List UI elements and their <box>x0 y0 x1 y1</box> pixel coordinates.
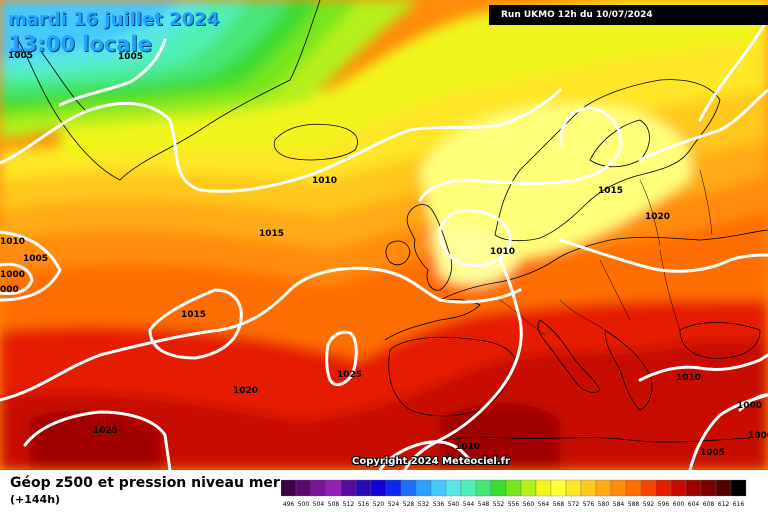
isobar-label: 1020 <box>233 386 258 396</box>
scale-tick-label: 524 <box>388 501 400 508</box>
isobar-label: 1005 <box>118 52 143 62</box>
scale-swatch <box>520 479 537 497</box>
coastlines <box>17 0 768 451</box>
scale-swatch <box>535 479 552 497</box>
scale-tick-label: 564 <box>538 501 550 508</box>
isobar-label: 1015 <box>181 310 206 320</box>
geopotential-map: 1005 1005 1010 1015 1010 1015 1020 1005 … <box>0 0 768 470</box>
scale-tick-label: 612 <box>718 501 730 508</box>
scale-swatch <box>565 479 582 497</box>
scale-tick-label: 592 <box>643 501 655 508</box>
scale-swatch <box>730 479 747 497</box>
scale-tick-label: 540 <box>448 501 460 508</box>
isobar-label: 1005 <box>700 448 725 458</box>
scale-tick-label: 572 <box>568 501 580 508</box>
scale-tick-label: 608 <box>703 501 715 508</box>
scale-swatch <box>490 479 507 497</box>
scale-tick-label: 552 <box>493 501 505 508</box>
isobar-label: 1005 <box>23 254 48 264</box>
isobar-label: 1015 <box>598 186 623 196</box>
scale-tick-label: 568 <box>553 501 565 508</box>
scale-tick-label: 504 <box>313 501 325 508</box>
scale-tick-label: 508 <box>328 501 340 508</box>
isobar-label: 1015 <box>259 229 284 239</box>
scale-tick-label: 520 <box>373 501 385 508</box>
scale-swatch <box>460 479 477 497</box>
scale-swatch <box>415 479 432 497</box>
scale-swatch <box>385 479 402 497</box>
forecast-time: 13:00 locale <box>8 32 152 56</box>
scale-swatch <box>310 479 327 497</box>
scale-swatch <box>400 479 417 497</box>
isobar-label: 1010 <box>676 373 701 383</box>
scale-tick-label: 584 <box>613 501 625 508</box>
copyright-notice: Copyright 2024 Meteociel.fr <box>352 456 510 467</box>
scale-swatch <box>505 479 522 497</box>
scale-swatch <box>580 479 597 497</box>
scale-tick-label: 500 <box>298 501 310 508</box>
forecast-lead-time: (+144h) <box>10 493 61 506</box>
scale-tick-label: 516 <box>358 501 370 508</box>
isobar-label: 1000 <box>737 401 762 411</box>
forecast-date: mardi 16 juillet 2024 <box>8 9 220 30</box>
scale-swatch <box>670 479 687 497</box>
scale-swatch <box>595 479 612 497</box>
isobar-label: 1025 <box>337 370 362 380</box>
scale-tick-label: 580 <box>598 501 610 508</box>
geopotential-color-field <box>0 0 768 470</box>
color-scale-legend: 496 500 504 508 512 516 520 524 528 532 536 540 544 5… <box>281 479 747 508</box>
isobar-label: 1000 <box>0 270 25 280</box>
scale-tick-label: 512 <box>343 501 355 508</box>
scale-tick-label: 496 <box>283 501 295 508</box>
scale-tick-label: 548 <box>478 501 490 508</box>
isobar-label: 1025 <box>93 426 118 436</box>
scale-swatch <box>340 479 357 497</box>
scale-tick-label: 544 <box>463 501 475 508</box>
scale-tick-label: 560 <box>523 501 535 508</box>
isobar-label: 1000 <box>748 431 768 441</box>
scale-swatch <box>430 479 447 497</box>
scale-tick-label: 604 <box>688 501 700 508</box>
scale-swatch <box>355 479 372 497</box>
scale-tick-label: 616 <box>733 501 745 508</box>
scale-swatch <box>475 479 492 497</box>
isobar-label: 1010 <box>312 176 337 186</box>
scale-tick-label: 600 <box>673 501 685 508</box>
scale-swatch <box>655 479 672 497</box>
isobars <box>0 18 768 470</box>
scale-swatch <box>370 479 387 497</box>
isobar-label: 1010 <box>455 442 480 452</box>
isobar-label: 1005 <box>8 51 33 61</box>
scale-swatch <box>281 479 297 497</box>
scale-swatch <box>610 479 627 497</box>
scale-swatch <box>715 479 732 497</box>
scale-swatch <box>640 479 657 497</box>
scale-swatch <box>445 479 462 497</box>
scale-swatch <box>685 479 702 497</box>
scale-swatch <box>550 479 567 497</box>
scale-tick-label: 536 <box>433 501 445 508</box>
run-info-banner: Run UKMO 12h du 10/07/2024 <box>489 5 768 25</box>
isobar-labels: 1005 1005 1010 1015 1010 1015 1020 1005 … <box>0 51 768 458</box>
isobar-label: 000 <box>0 285 19 295</box>
scale-tick-label: 556 <box>508 501 520 508</box>
scale-tick-label: 596 <box>658 501 670 508</box>
scale-swatch <box>625 479 642 497</box>
map-footer: Géop z500 et pression niveau mer (+144h)… <box>0 470 768 512</box>
scale-tick-label: 532 <box>418 501 430 508</box>
scale-swatch <box>700 479 717 497</box>
isobar-label: 1010 <box>0 237 25 247</box>
isobar-label: 1010 <box>490 247 515 257</box>
scale-swatch <box>295 479 312 497</box>
scale-swatch <box>325 479 342 497</box>
map-title: Géop z500 et pression niveau mer <box>10 475 280 491</box>
scale-tick-label: 528 <box>403 501 415 508</box>
scale-tick-label: 576 <box>583 501 595 508</box>
isobar-label: 1020 <box>645 212 670 222</box>
scale-tick-label: 588 <box>628 501 640 508</box>
